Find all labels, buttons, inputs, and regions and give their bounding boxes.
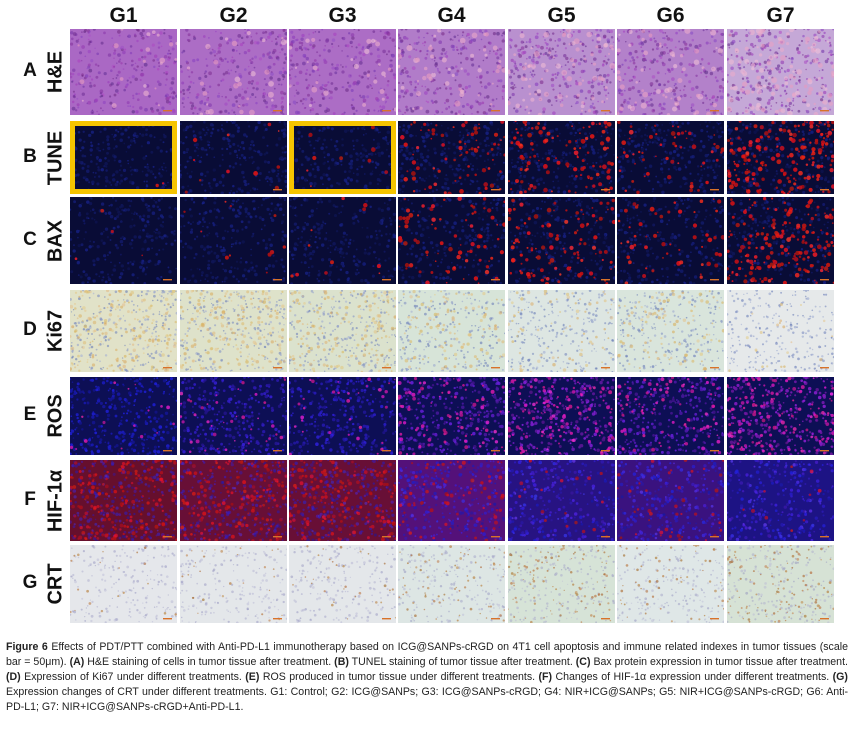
micrograph-e-g4 [398, 377, 505, 455]
column-header-g5: G5 [547, 4, 576, 27]
micrograph-g-g4 [398, 545, 505, 623]
micrograph-a-g2 [180, 29, 287, 115]
micrograph-e-g5 [508, 377, 615, 455]
row-label-a: H&E [44, 50, 67, 94]
micrograph-d-g7 [727, 290, 834, 372]
caption-intro: Effects of PDT/PTT combined with Anti-PD… [6, 641, 848, 668]
caption-groups: G1: Control; G2: ICG@SANPs; G3: ICG@SANP… [6, 686, 848, 713]
row-label-e: ROS [44, 394, 67, 438]
micrograph-a-g7 [727, 29, 834, 115]
row-letter-b: B [23, 145, 37, 167]
row-letter-d: D [23, 319, 37, 340]
micrograph-b-g7 [727, 121, 834, 194]
caption-text-a: H&E staining of cells in tumor tissue af… [87, 656, 332, 668]
caption-text-f: Changes of HIF-1α expression under diffe… [555, 671, 830, 683]
micrograph-c-g2 [180, 197, 287, 284]
caption-text-g: Expression changes of CRT under differen… [6, 686, 267, 698]
row-label-container: H&E [44, 29, 68, 115]
micrograph-f-g2 [180, 460, 287, 541]
micrograph-a-g4 [398, 29, 505, 115]
micrograph-d-g5 [508, 290, 615, 372]
row-letter-a: A [23, 60, 37, 81]
row-letter-e: E [23, 404, 37, 425]
row-label-c: BAX [44, 219, 67, 262]
micrograph-g-g7 [727, 545, 834, 623]
micrograph-a-g3 [289, 29, 396, 115]
micrograph-g-g5 [508, 545, 615, 623]
caption-tag-f: (F) [538, 671, 553, 683]
micrograph-a-g6 [617, 29, 724, 115]
micrograph-b-g4 [398, 121, 505, 194]
micrograph-g-g3 [289, 545, 396, 623]
column-header-g1: G1 [109, 4, 138, 27]
micrograph-a-g5 [508, 29, 615, 115]
column-header-g2: G2 [219, 4, 248, 27]
micrograph-a-g1 [70, 29, 177, 115]
micrograph-d-g6 [617, 290, 724, 372]
micrograph-g-g6 [617, 545, 724, 623]
micrograph-b-g5 [508, 121, 615, 194]
micrograph-c-g6 [617, 197, 724, 284]
micrograph-b-g1 [70, 121, 177, 194]
micrograph-f-g7 [727, 460, 834, 541]
figure-6-panel-grid: G1 G2 G3 G4 G5 G6 G7 A H&E B TUNE C BAX D Ki67 E ROS F HIF… [22, 4, 834, 623]
caption-text-e: ROS produced in tumor tissue under diffe… [262, 671, 536, 683]
caption-text-d: Expression of Ki67 under different treat… [24, 671, 242, 683]
row-letter-g: G [22, 572, 38, 593]
caption-tag-b: (B) [334, 656, 349, 668]
micrograph-b-g6 [617, 121, 724, 194]
caption-tag-d: (D) [6, 671, 21, 683]
row-label-g: CRT [44, 563, 67, 605]
micrograph-f-g4 [398, 460, 505, 541]
micrograph-g-g2 [180, 545, 287, 623]
micrograph-c-g3 [289, 197, 396, 284]
row-label-container: HIF-1α [44, 460, 68, 541]
row-label-d: Ki67 [44, 309, 67, 353]
row-letter-f: F [24, 488, 36, 510]
column-header-g4: G4 [437, 4, 466, 27]
micrograph-f-g6 [617, 460, 724, 541]
row-label-container: CRT [44, 545, 68, 623]
micrograph-c-g1 [70, 197, 177, 284]
micrograph-c-g7 [727, 197, 834, 284]
column-header-g3: G3 [328, 4, 357, 27]
row-label-container: Ki67 [44, 290, 68, 372]
figure-caption: Figure 6 Effects of PDT/PTT combined wit… [6, 640, 848, 715]
caption-tag-c: (C) [575, 656, 591, 668]
micrograph-g-g1 [70, 545, 177, 623]
figure-label: Figure 6 [6, 641, 48, 653]
micrograph-e-g1 [70, 377, 177, 455]
caption-tag-e: (E) [245, 671, 260, 683]
micrograph-e-g3 [289, 377, 396, 455]
micrograph-d-g3 [289, 290, 396, 372]
row-label-container: ROS [44, 377, 68, 455]
column-header-g7: G7 [766, 4, 795, 27]
row-label-container: TUNE [44, 121, 68, 194]
micrograph-e-g6 [617, 377, 724, 455]
column-header-g6: G6 [656, 4, 685, 27]
micrograph-f-g1 [70, 460, 177, 541]
caption-tag-g: (G) [832, 671, 848, 683]
micrograph-e-g2 [180, 377, 287, 455]
caption-text-b: TUNEL staining of tumor tissue after tre… [351, 656, 573, 668]
row-letter-c: C [23, 228, 37, 250]
micrograph-d-g2 [180, 290, 287, 372]
row-label-container: BAX [44, 197, 68, 284]
micrograph-b-g3 [289, 121, 396, 194]
micrograph-d-g4 [398, 290, 505, 372]
caption-text-c: Bax protein expression in tumor tissue a… [593, 656, 848, 668]
row-label-f: HIF-1α [44, 469, 67, 532]
caption-tag-a: (A) [69, 656, 85, 668]
micrograph-f-g5 [508, 460, 615, 541]
micrograph-e-g7 [727, 377, 834, 455]
micrograph-d-g1 [70, 290, 177, 372]
micrograph-f-g3 [289, 460, 396, 541]
micrograph-b-g2 [180, 121, 287, 194]
micrograph-c-g5 [508, 197, 615, 284]
row-label-b: TUNE [44, 130, 67, 185]
micrograph-c-g4 [398, 197, 505, 284]
